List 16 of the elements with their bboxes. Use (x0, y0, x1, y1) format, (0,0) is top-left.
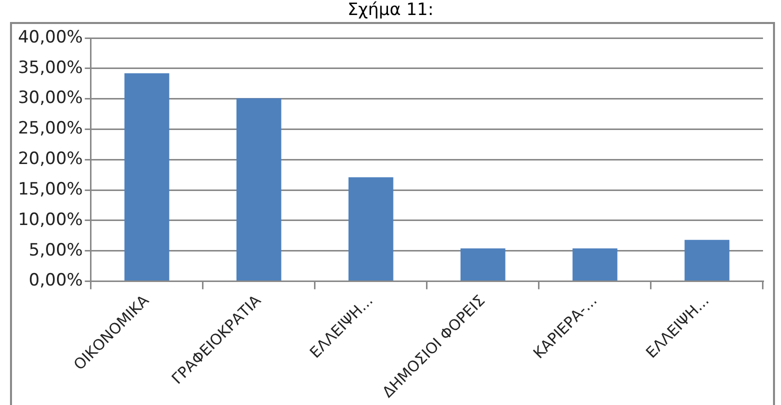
bar (684, 240, 730, 280)
bar (348, 177, 394, 280)
y-tick-label: 30,00% (18, 88, 83, 108)
y-tick-label: 20,00% (18, 149, 83, 170)
chart-title: Σχήμα 11: (346, 0, 435, 20)
y-tick-label: 5,00% (28, 240, 83, 260)
y-tick-label: 0,00% (28, 270, 83, 291)
bar (572, 248, 618, 280)
y-tick-label: 10,00% (18, 210, 83, 230)
y-tick-label: 15,00% (18, 179, 83, 200)
y-tick-label: 25,00% (18, 118, 83, 139)
y-tick-label: 35,00% (18, 58, 83, 78)
bar (236, 98, 282, 280)
bar (460, 248, 506, 280)
y-tick-label: 40,00% (18, 27, 83, 48)
bar (124, 73, 170, 280)
